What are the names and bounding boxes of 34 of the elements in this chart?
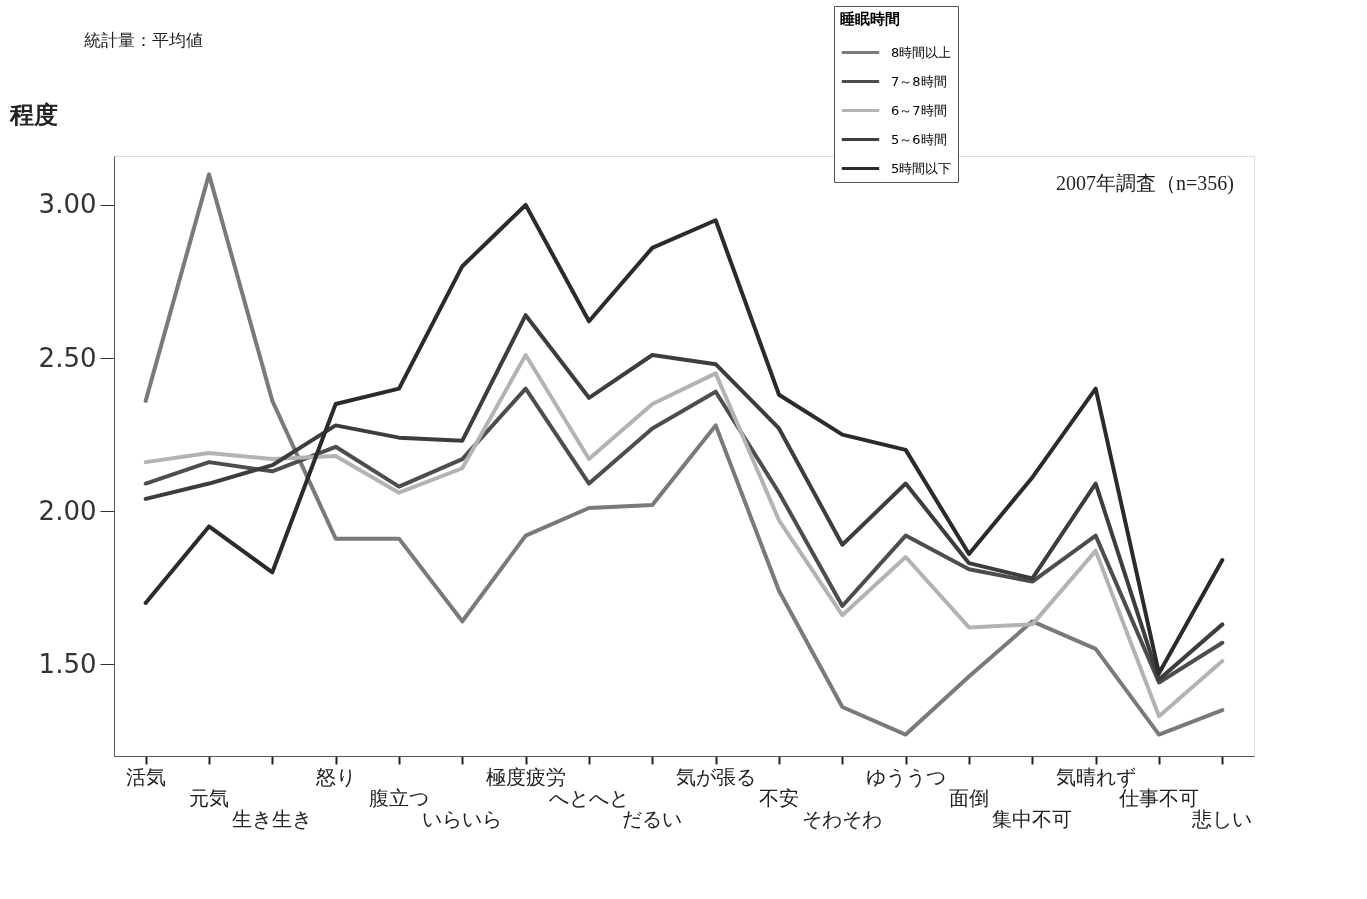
line-series (143, 352, 1225, 719)
x-tick-label: 腹立つ (369, 786, 429, 810)
x-tick-label: 集中不可 (992, 807, 1073, 831)
annotation: 2007年調査（n=356) (1056, 172, 1234, 195)
y-tick-label: 3.00 (38, 189, 97, 220)
x-tick-label: 気が張る (675, 765, 756, 789)
x-tick-label: だるい (622, 807, 683, 831)
line-series (143, 202, 1225, 676)
legend-label: 8時間以上 (891, 44, 952, 60)
x-tick-label: 怒り (314, 765, 356, 789)
x-tick-label: 活気 (125, 765, 166, 789)
y-tick-label: 2.50 (38, 342, 97, 373)
y-axis-title: 程度 (9, 101, 58, 129)
x-tick-label: へとへと (549, 786, 629, 810)
x-tick-label: そわそわ (802, 807, 883, 831)
x-tick-label: 生き生き (232, 807, 313, 831)
y-tick-label: 2.00 (38, 495, 97, 526)
text: 統計量：平均値 (84, 30, 203, 50)
x-tick-label: 極度疲労 (485, 765, 566, 789)
line-series (143, 386, 1225, 685)
x-tick-label: いらいら (422, 807, 503, 831)
x-tick-label: 気晴れず (1055, 765, 1136, 789)
legend-label: 5時間以下 (891, 160, 952, 176)
x-tick-label: ゆううつ (865, 765, 946, 789)
legend-label: 7～8時間 (891, 73, 947, 89)
x-tick-label: 元気 (189, 786, 229, 810)
x-tick-label: 不安 (759, 786, 799, 810)
legend-label: 5～6時間 (891, 131, 947, 147)
legend-label: 6～7時間 (891, 102, 947, 118)
legend-title: 睡眠時間 (840, 10, 900, 28)
y-tick-label: 1.50 (38, 648, 97, 679)
x-tick-label: 面倒 (949, 786, 989, 810)
line-series (143, 313, 1225, 682)
x-tick-label: 悲しい (1191, 807, 1253, 831)
